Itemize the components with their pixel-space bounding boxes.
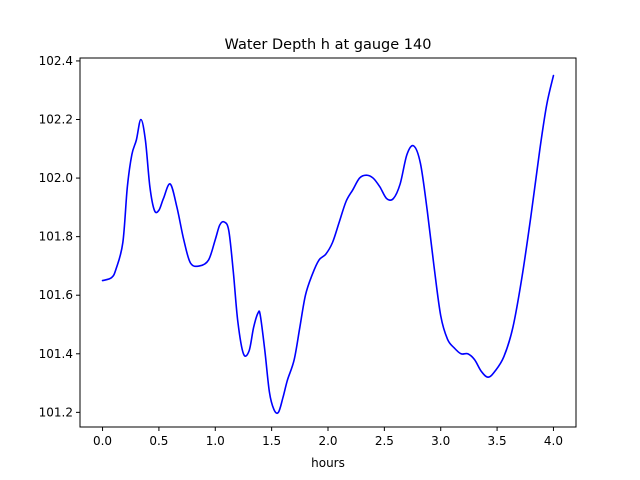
x-tick-label: 2.5 xyxy=(375,434,394,448)
x-axis-label: hours xyxy=(311,456,345,470)
y-tick-label: 101.6 xyxy=(39,288,73,302)
x-tick-label: 3.5 xyxy=(488,434,507,448)
x-tick-label: 0.0 xyxy=(93,434,112,448)
chart-title: Water Depth h at gauge 140 xyxy=(225,37,432,53)
series-line-water-depth xyxy=(101,74,555,415)
x-tick-label: 3.0 xyxy=(431,434,450,448)
x-tick-label: 2.0 xyxy=(318,434,337,448)
x-tick-label: 1.0 xyxy=(206,434,225,448)
x-tick-label: 0.5 xyxy=(149,434,168,448)
x-tick-label: 1.5 xyxy=(262,434,281,448)
y-tick-label: 102.2 xyxy=(39,113,73,127)
y-tick-label: 101.4 xyxy=(39,347,73,361)
y-tick-label: 101.2 xyxy=(39,405,73,419)
y-tick-label: 101.8 xyxy=(39,230,73,244)
x-tick-label: 4.0 xyxy=(544,434,563,448)
y-axis: 101.2 101.4 101.6 101.8 102.0 102.2 102.4 xyxy=(39,54,80,419)
y-tick-label: 102.0 xyxy=(39,171,73,185)
x-axis: 0.0 0.5 1.0 1.5 2.0 2.5 3.0 3.5 4.0 xyxy=(93,427,563,448)
y-tick-label: 102.4 xyxy=(39,54,73,68)
